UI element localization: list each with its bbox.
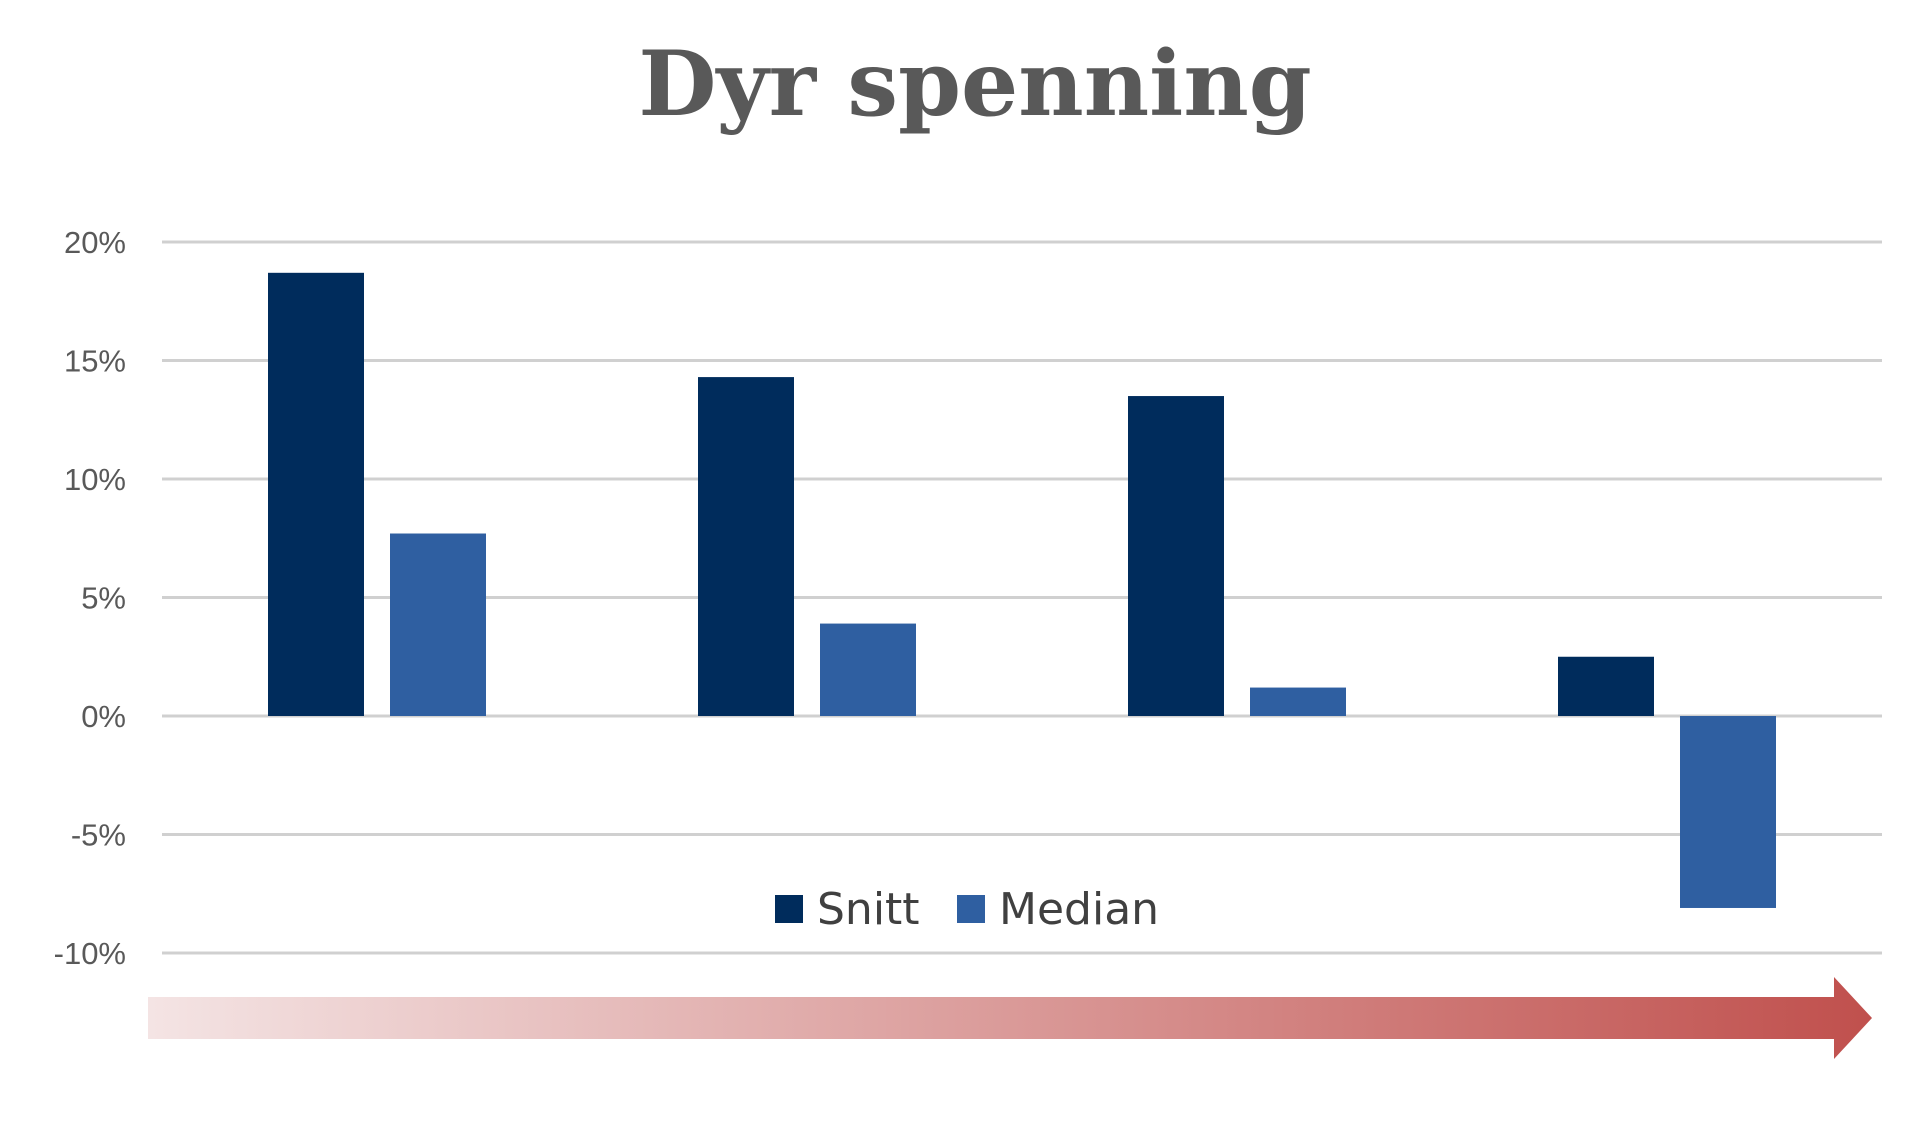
bar-snitt-1 — [268, 272, 364, 716]
y-tick-label: -5% — [71, 818, 126, 853]
bars — [268, 272, 1776, 908]
legend-swatch-snitt — [775, 895, 803, 923]
bar-median-3 — [1250, 687, 1346, 716]
y-tick-label: 10% — [64, 462, 126, 497]
bar-median-4 — [1680, 716, 1776, 908]
bar-median-2 — [820, 623, 916, 716]
y-tick-label: -10% — [54, 936, 126, 971]
bar-snitt-4 — [1558, 656, 1654, 716]
y-tick-label: 0% — [81, 699, 126, 734]
y-tick-label: 15% — [64, 344, 126, 379]
legend-swatch-median — [957, 895, 985, 923]
bar-snitt-3 — [1128, 396, 1224, 716]
legend-label-snitt: Snitt — [817, 884, 920, 935]
bar-median-1 — [390, 533, 486, 716]
gradient-arrow — [148, 977, 1872, 1059]
y-tick-label: 20% — [64, 225, 126, 260]
y-axis-tick-labels: 20% 15% 10% 5% 0% -5% -10% — [54, 225, 126, 971]
y-tick-label: 5% — [81, 581, 126, 616]
legend: Snitt Median — [775, 884, 1159, 935]
bar-snitt-2 — [698, 377, 794, 716]
chart-title: Dyr spenning — [638, 31, 1311, 137]
legend-label-median: Median — [999, 884, 1159, 935]
